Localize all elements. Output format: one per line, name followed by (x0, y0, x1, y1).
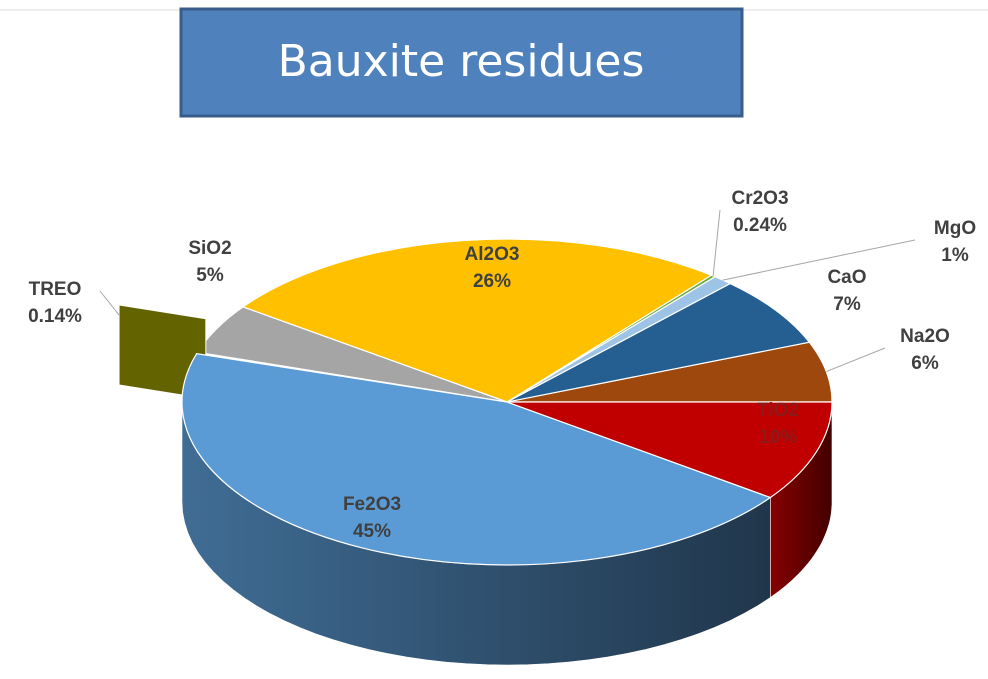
data-label-name: Al2O3 (465, 244, 520, 265)
data-label-name: CaO (827, 267, 866, 288)
leader-line (826, 347, 886, 373)
title-box (179, 7, 744, 118)
data-label-value: 1% (941, 245, 969, 266)
chart-title: Bauxite residues (278, 36, 645, 87)
pie-slice (241, 238, 713, 403)
leader-line (722, 239, 916, 281)
pie-slice (506, 401, 833, 499)
data-label-name: Fe2O3 (343, 494, 401, 515)
data-label-name: TREO (29, 279, 82, 300)
data-label-name: MgO (934, 218, 976, 239)
data-label-value: 45% (353, 521, 391, 542)
pie (118, 238, 833, 666)
data-label-value: 7% (833, 294, 861, 315)
pie-slice (506, 341, 833, 403)
data-label-name: Cr2O3 (731, 188, 788, 209)
pie-slice (506, 282, 811, 403)
data-label-value: 0.14% (28, 306, 82, 327)
leader-line (712, 209, 721, 277)
data-label-value: 5% (196, 265, 224, 286)
leader-line (99, 290, 120, 316)
data-label-value: 6% (911, 353, 939, 374)
data-label-name: TiO2 (757, 400, 799, 421)
data-label-name: Na2O (900, 326, 950, 347)
data-label-value: 10% (759, 427, 797, 448)
data-label-value: 26% (473, 271, 511, 292)
labels: Na2O 6% CaO 7% MgO 1% Cr2O3 0.24% Al2O3 26% SiO2 5%… (28, 188, 976, 542)
data-label-name: SiO2 (188, 238, 231, 259)
data-label-value: 0.24% (733, 215, 787, 236)
pie-slice (181, 353, 772, 566)
